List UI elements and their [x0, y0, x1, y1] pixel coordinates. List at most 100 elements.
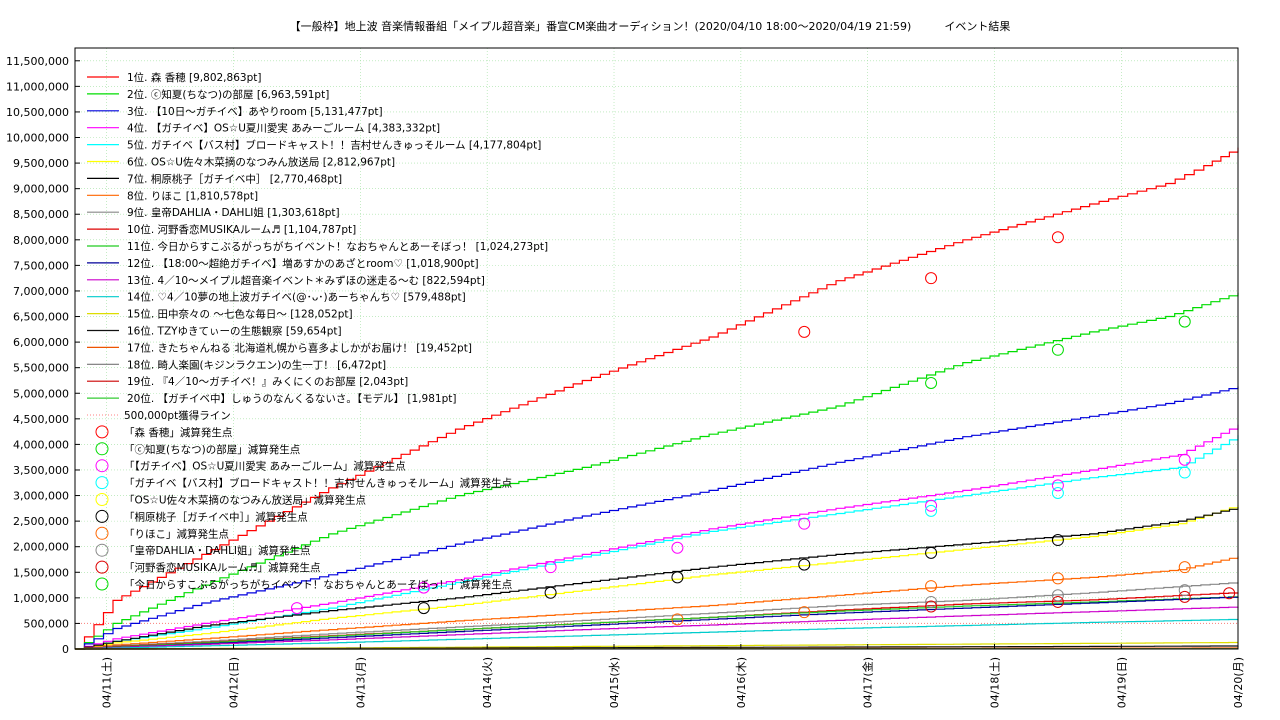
deduction-marker-10	[1178, 590, 1191, 603]
legend-label-10: 10位. 河野香恋MUSIKAルーム♬ [1,104,787pt]	[127, 223, 356, 236]
y-tick-label: 3,000,000	[13, 490, 69, 503]
deduction-marker-7	[544, 586, 557, 599]
series-line-1	[75, 147, 1239, 650]
deduction-marker-5	[1178, 466, 1191, 479]
series-line-13	[75, 606, 1239, 650]
series-line-3	[75, 386, 1239, 650]
deduction-marker-4	[544, 561, 557, 574]
legend-label-4: 4位. 【ガチイベ】OS☆U夏川愛実 あみーごルーム [4,383,332pt]	[127, 122, 440, 135]
legend-marker-10	[95, 577, 109, 591]
y-tick-label: 2,500,000	[13, 515, 69, 528]
legend-label-11: 11位. 今日からすこぶるがっちがちイベント！なおちゃんとあーそぼっ！ [1,0…	[127, 240, 548, 253]
deduction-marker-9	[925, 595, 938, 608]
deduction-marker-8	[925, 580, 938, 593]
y-tick-label: 9,500,000	[13, 157, 69, 170]
deduction-marker-10	[1051, 595, 1064, 608]
legend-label-3: 3位. 【10日〜ガチイベ】あやりroom [5,131,477pt]	[127, 105, 383, 118]
legend-marker-9	[95, 560, 109, 574]
deduction-marker-8	[1178, 561, 1191, 574]
y-tick-label: 10,500,000	[6, 106, 69, 119]
deduction-marker-4	[290, 602, 303, 615]
legend-label-16: 16位. TZYゆきてぃーの生態観察 [59,654pt]	[127, 325, 342, 338]
legend-marker-6	[95, 509, 109, 523]
deduction-marker-7	[417, 602, 430, 615]
legend-marker-label-7: 「りほこ」減算発生点	[124, 527, 229, 540]
legend-marker-label-10: 「今日からすこぶるがっちがちイベント！なおちゃんとあーそぼっ！」減算発生点	[124, 578, 512, 591]
y-tick-label: 5,000,000	[13, 387, 69, 400]
deduction-marker-4	[798, 517, 811, 530]
legend-marker-label-3: 「【ガチイベ】OS☆U夏川愛実 あみーごルーム」減算発生点	[124, 460, 406, 473]
legend-label-13: 13位. 4／10〜メイプル超音楽イベント＊みずほの迷走る〜む [822,594…	[127, 274, 485, 287]
deduction-marker-1	[1051, 231, 1064, 244]
x-tick-label: 04/14(火)	[481, 657, 494, 708]
deduction-marker-8	[671, 613, 684, 626]
y-tick-label: 11,500,000	[6, 55, 69, 68]
y-tick-label: 6,500,000	[13, 311, 69, 324]
y-tick-label: 11,000,000	[6, 80, 69, 93]
y-tick-label: 7,500,000	[13, 259, 69, 272]
y-tick-label: 10,000,000	[6, 132, 69, 145]
legend-marker-1	[95, 425, 109, 439]
legend-marker-7	[95, 526, 109, 540]
deduction-marker-7	[671, 571, 684, 584]
deduction-marker-5	[1051, 486, 1064, 499]
x-tick-label: 04/16(木)	[735, 657, 748, 708]
legend-marker-label-2: 「ⓒ知夏(ちなつ)の部屋」減算発生点	[124, 443, 300, 456]
legend-marker-3	[95, 459, 109, 473]
deduction-marker-10	[925, 600, 938, 613]
chart-title: 【一般枠】地上波 音楽情報番組「メイプル超音楽」番宣CM楽曲オーディション！(2…	[290, 19, 1011, 33]
deduction-marker-7	[1051, 534, 1064, 547]
legend-marker-label-6: 「桐原桃子［ガチイベ中］」減算発生点	[124, 510, 308, 523]
deduction-marker-2	[1051, 343, 1064, 356]
legend-label-5: 5位. ガチイベ【バス村】ブロードキャスト！！吉村せんきゅっそルーム [4,17…	[127, 139, 541, 152]
legend-marker-label-9: 「河野香恋MUSIKAルーム♬」減算発生点	[124, 561, 321, 574]
legend-label-6: 6位. OS☆U佐々木菜摘のなつみん放送局 [2,812,967pt]	[127, 156, 395, 169]
deduction-marker-9	[1051, 589, 1064, 602]
deduction-marker-7	[798, 558, 811, 571]
deduction-marker-9	[1178, 584, 1191, 597]
y-tick-label: 1,000,000	[13, 592, 69, 605]
legend-marker-label-4: 「ガチイベ【バス村】ブロードキャスト！！吉村せんきゅっそルーム」減算発生点	[124, 477, 512, 490]
y-tick-label: 8,000,000	[13, 234, 69, 247]
series-line-12	[75, 596, 1239, 650]
legend-label-15: 15位. 田中奈々の 〜七色な毎日〜 [128,052pt]	[127, 308, 353, 321]
legend-label-12: 12位. 【18:00〜超絶ガチイベ】増あすかのあざとroom♡ [1,018,…	[127, 257, 479, 270]
deduction-marker-4	[1178, 453, 1191, 466]
deduction-marker-2	[1178, 315, 1191, 328]
deduction-marker-8	[1051, 572, 1064, 585]
legend-label-19: 19位. 『4／10〜ガチイベ！』みくにくのお部屋 [2,043pt]	[127, 375, 408, 388]
y-tick-label: 6,000,000	[13, 336, 69, 349]
legend-label-2: 2位. ⓒ知夏(ちなつ)の部屋 [6,963,591pt]	[127, 88, 329, 101]
deduction-marker-4	[925, 499, 938, 512]
deduction-marker-2	[925, 377, 938, 390]
legend-label-9: 9位. 皇帝DAHLIA・DAHLI姐 [1,303,618pt]	[127, 206, 340, 219]
series-line-9	[75, 582, 1239, 650]
deduction-marker-7	[925, 546, 938, 559]
series-line-11	[75, 596, 1239, 650]
y-tick-label: 9,000,000	[13, 183, 69, 196]
deduction-marker-4	[671, 541, 684, 554]
y-tick-label: 8,500,000	[13, 208, 69, 221]
deduction-marker-8	[798, 606, 811, 619]
series-line-2	[75, 292, 1239, 650]
x-tick-label: 04/17(金)	[861, 657, 875, 708]
legend-marker-label-5: 「OS☆U佐々木菜摘のなつみん放送局」減算発生点	[124, 494, 366, 507]
deduction-marker-4	[1051, 479, 1064, 492]
deduction-marker-1	[798, 325, 811, 338]
series-line-14	[75, 618, 1239, 650]
y-tick-label: 4,000,000	[13, 438, 69, 451]
legend-marker-2	[95, 442, 109, 456]
series-line-6	[75, 505, 1239, 650]
legend-marker-label-1: 「森 香穂」減算発生点	[124, 426, 232, 439]
legend-label-17: 17位. きたちゃんねる 北海道札幌から喜多よしかがお届け！ [19,452pt…	[127, 341, 472, 354]
legend-label-20: 20位. 【ガチイベ中】しゅうのなんくるないさ。【モデル】 [1,981pt]	[127, 392, 456, 405]
y-tick-label: 4,500,000	[13, 413, 69, 426]
plot-frame	[74, 47, 1239, 650]
deduction-marker-4	[417, 581, 430, 594]
legend-label-7: 7位. 桐原桃子［ガチイベ中］ [2,770,468pt]	[127, 172, 342, 185]
y-tick-label: 7,000,000	[13, 285, 69, 298]
legend-marker-label-8: 「皇帝DAHLIA・DAHLI姐」減算発生点	[124, 544, 311, 557]
y-tick-label: 5,500,000	[13, 362, 69, 375]
legend-label-1: 1位. 森 香穂 [9,802,863pt]	[127, 71, 261, 84]
series-line-8	[75, 556, 1239, 650]
